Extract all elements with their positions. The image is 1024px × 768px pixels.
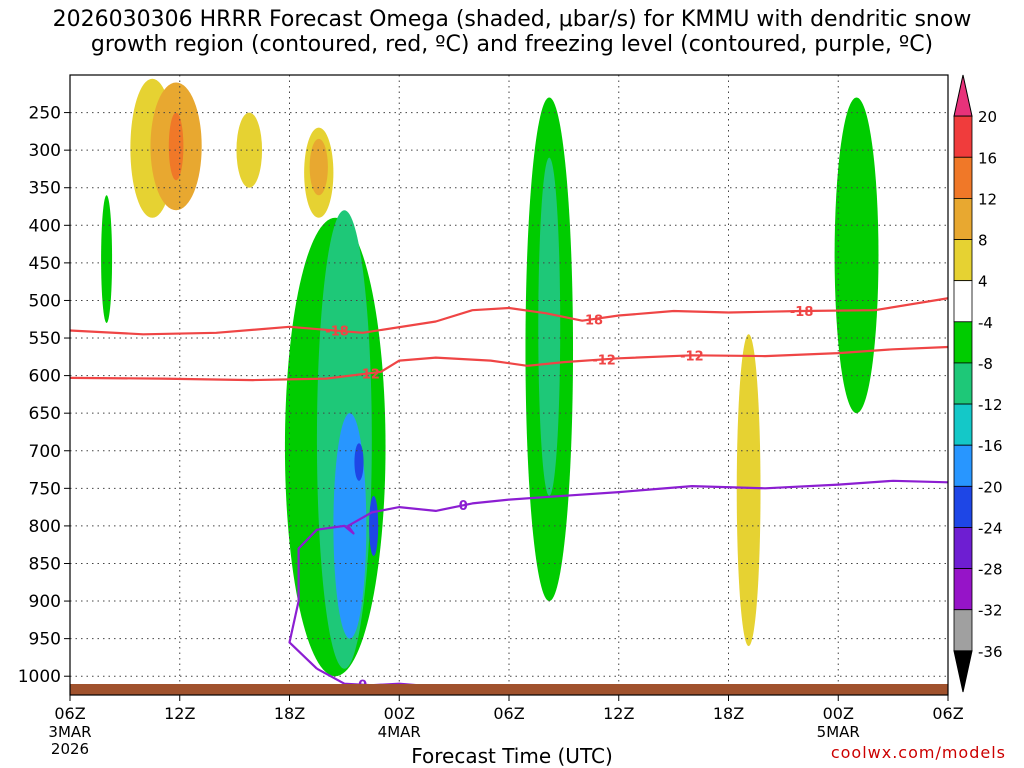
x-date-label-0-0: 3MAR — [48, 723, 91, 741]
y-tick-label-950: 950 — [29, 630, 61, 650]
x-date-label-0-1: 2026 — [51, 740, 89, 758]
omega-region-2 — [168, 112, 184, 181]
x-tick-label-24: 06Z — [493, 704, 524, 723]
colorbar-top-arrow — [953, 74, 973, 117]
contour-label-1: -18 — [580, 313, 604, 328]
omega-region-11 — [354, 443, 364, 481]
chart-title-line-2: growth region (contoured, red, ºC) and f… — [90, 32, 934, 57]
colorbar-label--28: -28 — [978, 561, 1003, 579]
y-tick-label-300: 300 — [29, 141, 61, 161]
contour-1 — [70, 345, 948, 382]
omega-region-14 — [538, 157, 561, 496]
colorbar-label-4: 4 — [978, 273, 988, 291]
y-tick-label-800: 800 — [29, 517, 61, 537]
contour-2 — [288, 479, 948, 670]
contour-label-4: -12 — [592, 353, 616, 368]
colorbar-swatch-3 — [953, 197, 973, 240]
omega-region-3 — [236, 112, 263, 188]
x-tick-label-48: 06Z — [932, 704, 963, 723]
y-tick-label-1000: 1000 — [18, 667, 61, 687]
axes: 250 300 350 400 450 500 550 600 650 700 750 800 850 9… — [18, 104, 964, 758]
grid — [70, 75, 948, 695]
contour-label-6: 0 — [459, 499, 468, 514]
colorbar-label-8: 8 — [978, 232, 988, 250]
colorbar-label--32: -32 — [978, 602, 1003, 620]
colorbar-label-20: 20 — [978, 108, 997, 126]
contour-0 — [70, 297, 948, 336]
colorbar-swatch-11 — [953, 527, 973, 570]
colorbar-label--8: -8 — [978, 355, 993, 373]
y-tick-label-650: 650 — [29, 404, 61, 424]
colorbar-swatch-10 — [953, 485, 973, 528]
y-tick-label-500: 500 — [29, 291, 61, 311]
y-tick-label-700: 700 — [29, 442, 61, 462]
colorbar-label-12: 12 — [978, 190, 997, 208]
colorbar-swatch-8 — [953, 403, 973, 446]
y-tick-label-900: 900 — [29, 592, 61, 612]
colorbar-swatch-2 — [953, 156, 973, 199]
contour-label-5: -12 — [680, 349, 704, 364]
y-tick-label-600: 600 — [29, 367, 61, 387]
colorbar-label--20: -20 — [978, 478, 1003, 496]
contour-label-2: -18 — [790, 305, 814, 320]
colorbar-label--36: -36 — [978, 643, 1003, 661]
terrain-strip — [70, 684, 948, 695]
x-tick-label-42: 00Z — [823, 704, 854, 723]
omega-region-15 — [834, 97, 879, 414]
colorbar-swatch-1 — [953, 115, 973, 158]
x-tick-label-30: 12Z — [603, 704, 634, 723]
colorbar-swatch-9 — [953, 444, 973, 487]
x-tick-label-18: 00Z — [384, 704, 415, 723]
contour-label-3: -12 — [356, 367, 380, 382]
contours: -18-18-18-12-12-1200 — [70, 297, 948, 694]
colorbar: 20 16 12 8 4 -4 -8 -12 -16 -20 -24 -28 -32 -36 — [953, 74, 1003, 693]
colorbar-label--4: -4 — [978, 314, 993, 332]
colorbar-swatch-12 — [953, 568, 973, 611]
y-tick-label-850: 850 — [29, 554, 61, 574]
x-tick-label-6: 12Z — [164, 704, 195, 723]
colorbar-label--24: -24 — [978, 519, 1003, 537]
colorbar-swatch-5 — [953, 280, 973, 323]
x-tick-label-0: 06Z — [54, 704, 85, 723]
x-axis-label: Forecast Time (UTC) — [411, 744, 613, 768]
x-tick-label-12: 18Z — [274, 704, 305, 723]
colorbar-bottom-arrow — [953, 650, 973, 693]
colorbar-swatch-6 — [953, 321, 973, 364]
colorbar-swatch-13 — [953, 609, 973, 652]
colorbar-label-16: 16 — [978, 149, 997, 167]
y-tick-label-350: 350 — [29, 179, 61, 199]
x-date-label-2-0: 5MAR — [817, 723, 860, 741]
colorbar-label--12: -12 — [978, 396, 1003, 414]
contour-label-0: -18 — [325, 325, 349, 340]
omega-region-5 — [309, 138, 328, 196]
y-tick-label-750: 750 — [29, 479, 61, 499]
colorbar-label--16: -16 — [978, 437, 1003, 455]
colorbar-swatch-7 — [953, 362, 973, 405]
chart-title-line-1: 2026030306 HRRR Forecast Omega (shaded, … — [52, 7, 972, 32]
omega-region-6 — [736, 334, 761, 647]
y-tick-label-400: 400 — [29, 216, 61, 236]
credit-text: coolwx.com/models — [830, 743, 1006, 762]
y-tick-label-250: 250 — [29, 104, 61, 124]
omega-region-7 — [101, 195, 113, 323]
colorbar-swatch-4 — [953, 239, 973, 282]
x-tick-label-36: 18Z — [713, 704, 744, 723]
y-tick-label-550: 550 — [29, 329, 61, 349]
y-tick-label-450: 450 — [29, 254, 61, 274]
x-date-label-1-0: 4MAR — [378, 723, 421, 741]
plot-background — [70, 75, 948, 695]
